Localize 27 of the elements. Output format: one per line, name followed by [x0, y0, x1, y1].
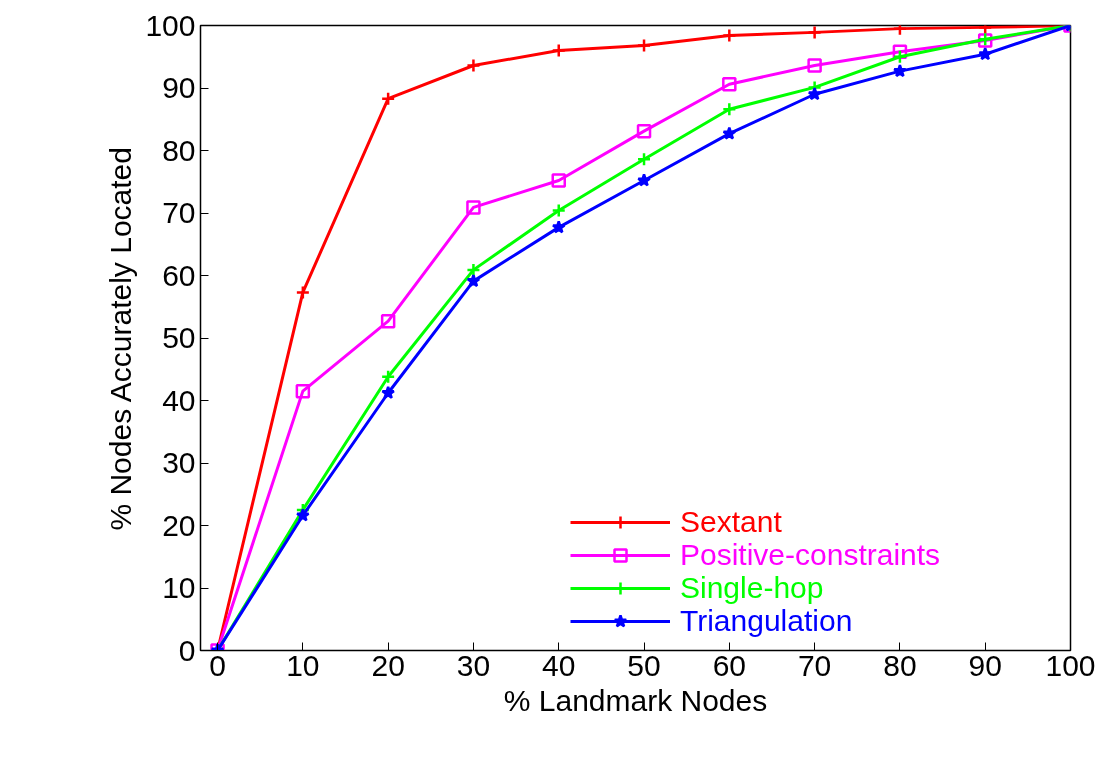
x-axis-title: % Landmark Nodes — [503, 683, 768, 717]
y-tick-label: 10 — [162, 571, 196, 604]
x-tick-label: 90 — [968, 648, 1002, 682]
y-tick-label: 80 — [162, 133, 196, 167]
x-tick-label: 50 — [627, 648, 661, 682]
x-tick-label: 40 — [542, 648, 576, 682]
legend-label: Positive-constraints — [680, 538, 941, 572]
y-axis-title: % Nodes Accurately Located — [104, 147, 138, 531]
legend-label: Sextant — [680, 505, 782, 539]
y-tick-label: 20 — [162, 508, 196, 542]
legend-label: Triangulation — [680, 604, 853, 638]
x-tick-label: 100 — [1045, 648, 1096, 682]
x-tick-label: 60 — [712, 648, 747, 682]
x-tick-label: 70 — [797, 648, 832, 682]
y-tick-label: 90 — [162, 71, 196, 104]
x-tick-label: 20 — [371, 648, 405, 682]
y-tick-label: 100 — [145, 8, 196, 42]
x-tick-label: 80 — [883, 648, 917, 682]
y-tick-label: 30 — [162, 446, 196, 479]
y-tick-label: 50 — [162, 321, 196, 354]
x-tick-label: 30 — [456, 648, 491, 682]
y-tick-label: 60 — [162, 258, 196, 292]
x-tick-label: 10 — [286, 648, 320, 682]
y-tick-label: 70 — [162, 196, 196, 229]
x-tick-label: 0 — [209, 648, 226, 682]
y-tick-label: 40 — [162, 383, 196, 417]
legend-label: Single-hop — [680, 571, 824, 605]
